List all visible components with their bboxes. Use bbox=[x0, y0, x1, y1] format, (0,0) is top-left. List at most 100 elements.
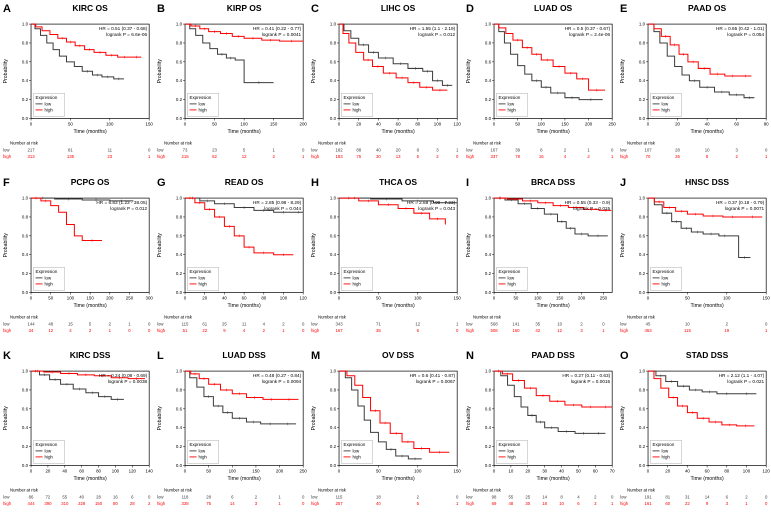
risk-value: 115 bbox=[182, 321, 189, 326]
legend-title: Expression bbox=[498, 269, 520, 274]
x-tick-label: 200 bbox=[577, 295, 585, 300]
y-tick-label: 1.0 bbox=[330, 195, 337, 200]
y-tick-label: 0.4 bbox=[22, 252, 29, 257]
risk-row-label-high: high bbox=[466, 328, 475, 333]
risk-value: 62 bbox=[212, 154, 217, 159]
x-tick-label: 0 bbox=[338, 121, 341, 126]
curve-low bbox=[185, 197, 304, 213]
panel-letter: B bbox=[157, 3, 165, 15]
plot-area bbox=[339, 197, 458, 293]
panel-letter: N bbox=[466, 350, 474, 362]
risk-table-title: Number at risk bbox=[318, 488, 347, 493]
risk-value: 1 bbox=[456, 321, 459, 326]
legend-box bbox=[495, 440, 528, 464]
y-tick-label: 0.2 bbox=[176, 97, 183, 102]
x-tick-label: 40 bbox=[685, 469, 690, 474]
x-tick-label: 250 bbox=[126, 295, 134, 300]
risk-value: 1 bbox=[456, 501, 459, 506]
legend-title: Expression bbox=[652, 269, 674, 274]
y-tick-label: 0.4 bbox=[22, 78, 29, 83]
risk-value: 3 bbox=[735, 148, 738, 153]
logrank-annotation: logrank P = 0.015 bbox=[573, 206, 610, 211]
y-axis-label: Probability bbox=[3, 59, 9, 84]
risk-value: 2 bbox=[580, 321, 583, 326]
risk-row-label-low: low bbox=[466, 321, 473, 326]
y-tick-label: 0.0 bbox=[639, 290, 646, 295]
risk-value: 5 bbox=[417, 501, 420, 506]
risk-value: 23 bbox=[212, 148, 217, 153]
legend-box bbox=[341, 93, 374, 117]
risk-value: 1 bbox=[765, 328, 768, 333]
y-tick-label: 0.6 bbox=[484, 407, 491, 412]
curve-high bbox=[493, 370, 612, 408]
risk-value: 30 bbox=[525, 501, 530, 506]
y-tick-label: 0.6 bbox=[22, 407, 29, 412]
legend-label-low: low bbox=[507, 275, 514, 280]
legend-label-high: high bbox=[661, 281, 670, 286]
risk-row-label-high: high bbox=[620, 154, 629, 159]
km-panel-H: H THCA OS 1.0 0.8 0.6 0.4 0.2 0.0 Probability 0 50… bbox=[311, 177, 461, 333]
hr-annotation: HR = 2.85 (0.98 - 8.29) bbox=[253, 200, 302, 205]
y-tick-label: 0.4 bbox=[176, 252, 183, 257]
risk-value: 2 bbox=[109, 321, 112, 326]
x-tick-label: 0 bbox=[30, 295, 33, 300]
risk-value: 6 bbox=[231, 495, 234, 500]
y-tick-label: 1.0 bbox=[330, 22, 337, 27]
y-axis-label: Probability bbox=[620, 406, 626, 431]
risk-value: 78 bbox=[515, 154, 520, 159]
y-tick-label: 0.2 bbox=[330, 444, 337, 449]
risk-value: 1 bbox=[279, 501, 282, 506]
risk-value: 167 bbox=[490, 148, 498, 153]
panel-title: OV DSS bbox=[382, 350, 414, 360]
risk-row-label-low: low bbox=[157, 495, 164, 500]
x-tick-label: 300 bbox=[146, 295, 154, 300]
panel-letter: O bbox=[620, 350, 629, 362]
risk-value: 1 bbox=[302, 154, 305, 159]
plot-area bbox=[493, 197, 613, 293]
y-tick-label: 0.6 bbox=[484, 233, 491, 238]
risk-value: 10 bbox=[559, 501, 564, 506]
risk-row-label-low: low bbox=[3, 495, 10, 500]
risk-value: 80 bbox=[113, 501, 118, 506]
y-tick-label: 0.8 bbox=[639, 214, 646, 219]
x-tick-label: 60 bbox=[79, 469, 84, 474]
risk-value: 1 bbox=[587, 148, 590, 153]
km-panel-I: I BRCA DSS 1.0 0.8 0.6 0.4 0.2 0.0 Probability 0 5… bbox=[466, 177, 613, 333]
risk-value: 1 bbox=[745, 501, 748, 506]
risk-value: 2 bbox=[282, 321, 285, 326]
x-tick-label: 40 bbox=[559, 469, 564, 474]
curve-high bbox=[31, 23, 142, 58]
curve-low bbox=[185, 23, 274, 84]
y-tick-label: 0.4 bbox=[22, 426, 29, 431]
risk-value: 40 bbox=[376, 148, 381, 153]
curve-high bbox=[185, 370, 299, 401]
x-tick-label: 50 bbox=[212, 121, 217, 126]
curve-low bbox=[493, 23, 603, 101]
risk-value: 2 bbox=[437, 154, 440, 159]
legend-label-high: high bbox=[353, 455, 362, 460]
y-axis-label: Probability bbox=[620, 232, 626, 257]
x-tick-label: 0 bbox=[647, 121, 650, 126]
hr-annotation: HR = 0.27 (0.11 - 0.63) bbox=[562, 373, 610, 378]
legend-title: Expression bbox=[190, 442, 212, 447]
y-tick-label: 0.2 bbox=[330, 97, 337, 102]
y-tick-label: 0.8 bbox=[639, 40, 646, 45]
risk-value: 16 bbox=[538, 154, 543, 159]
panel-letter: K bbox=[3, 350, 11, 362]
y-tick-label: 0.6 bbox=[22, 233, 29, 238]
panel-title: BRCA DSS bbox=[531, 177, 575, 187]
risk-row-label-high: high bbox=[157, 328, 166, 333]
x-tick-label: 150 bbox=[146, 121, 154, 126]
y-tick-label: 0.6 bbox=[176, 407, 183, 412]
risk-value: 5 bbox=[89, 321, 92, 326]
risk-value: 182 bbox=[336, 148, 344, 153]
risk-value: 5 bbox=[417, 154, 420, 159]
panel-letter: E bbox=[620, 3, 627, 15]
plot-area bbox=[493, 23, 613, 119]
curve-low bbox=[339, 197, 458, 203]
x-tick-label: 0 bbox=[184, 295, 187, 300]
panel-title: LUAD OS bbox=[534, 3, 573, 13]
risk-row-label-low: low bbox=[311, 148, 318, 153]
risk-value: 1 bbox=[611, 501, 614, 506]
risk-row-label-low: low bbox=[157, 321, 164, 326]
